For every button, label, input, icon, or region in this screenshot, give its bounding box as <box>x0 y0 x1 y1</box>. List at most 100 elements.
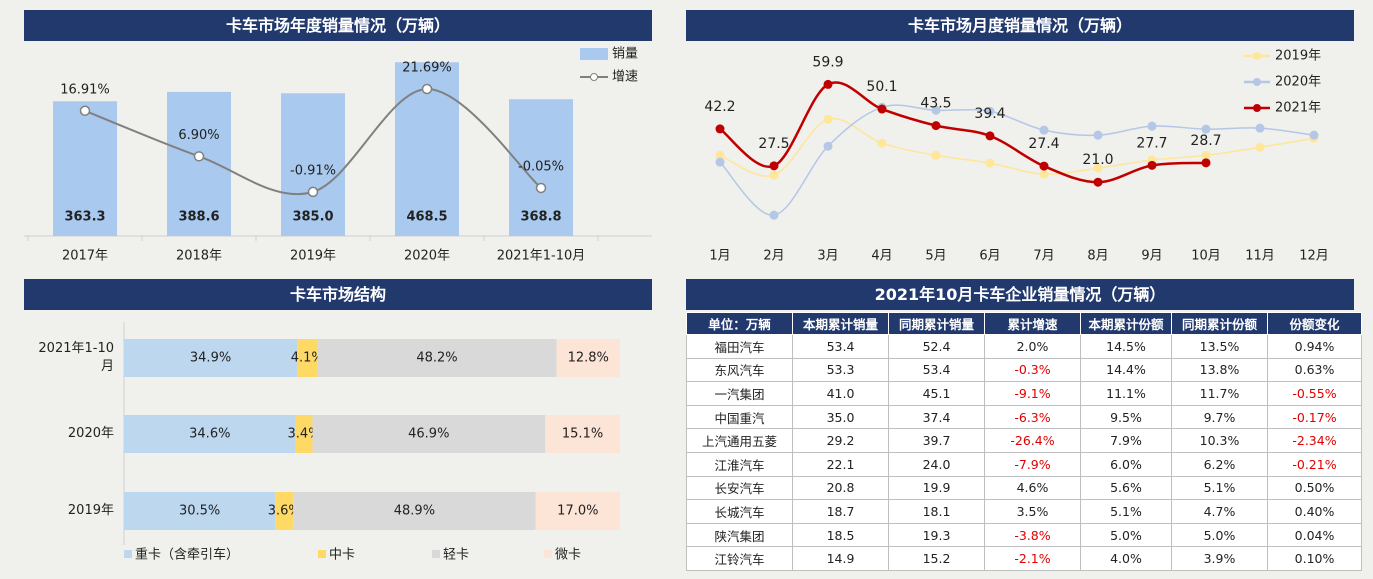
line <box>719 117 1315 177</box>
point <box>823 114 833 124</box>
table-cell: 0.50% <box>1267 475 1362 501</box>
table-cell: 53.4 <box>888 357 985 383</box>
panel-title: 卡车市场年度销量情况（万辆） <box>24 10 652 41</box>
bar-segment <box>275 492 294 530</box>
table-cell: 53.4 <box>792 334 889 359</box>
legend-label: 2021年 <box>1275 101 1321 116</box>
table-cell: 45.1 <box>888 381 985 406</box>
legend-label: 轻卡 <box>443 548 469 563</box>
table-row: 江淮汽车 22.1 24.0 -7.9% 6.0% 6.2% -0.21% <box>686 451 1362 477</box>
data-label: 468.5 <box>406 210 447 225</box>
column-header: 本期累计销量 <box>792 312 889 335</box>
table-cell: 20.8 <box>792 475 889 501</box>
table-cell: -0.55% <box>1267 381 1362 406</box>
column-header: 累计增速 <box>984 312 1081 335</box>
table-cell: -7.9% <box>984 451 1081 477</box>
point <box>1039 161 1049 171</box>
legend-swatch <box>1253 104 1261 112</box>
bar <box>509 99 573 236</box>
table-cell: 4.0% <box>1080 546 1172 571</box>
table-cell: 0.63% <box>1267 357 1362 383</box>
table-cell: 中国重汽 <box>686 404 793 430</box>
point <box>715 157 725 167</box>
column-header: 同期累计份额 <box>1171 312 1268 335</box>
table-cell: 14.4% <box>1080 357 1172 383</box>
line <box>719 104 1315 216</box>
x-tick-label: 2021年1-10月 <box>497 249 586 264</box>
table-cell: 长城汽车 <box>686 499 793 524</box>
table-row: 上汽通用五菱 29.2 39.7 -26.4% 7.9% 10.3% -2.34% <box>686 428 1362 453</box>
point <box>877 104 887 114</box>
bar-segment <box>545 415 620 453</box>
x-tick-label: 2月 <box>763 249 784 264</box>
data-label: 34.6% <box>189 427 230 442</box>
point <box>421 83 433 95</box>
column-header: 单位：万辆 <box>686 312 793 335</box>
y-tick-label: 2020年 <box>67 426 114 441</box>
table-cell: 13.8% <box>1171 357 1268 383</box>
point <box>1255 142 1265 152</box>
point <box>931 150 941 160</box>
legend-swatch <box>432 550 440 558</box>
bar-segment <box>293 492 536 530</box>
legend-label: 中卡 <box>329 548 355 563</box>
table-cell: 35.0 <box>792 404 889 430</box>
table-row: 长安汽车 20.8 19.9 4.6% 5.6% 5.1% 0.50% <box>686 475 1362 501</box>
x-tick-label: 1月 <box>709 249 730 264</box>
table-cell: 5.0% <box>1080 522 1172 548</box>
bar-segment <box>124 415 296 453</box>
legend-label: 重卡（含牵引车） <box>135 547 239 563</box>
data-label: 39.4 <box>974 106 1005 122</box>
point <box>823 141 833 151</box>
legend-label: 增速 <box>612 70 638 85</box>
point <box>823 79 833 89</box>
point <box>1093 163 1103 173</box>
data-label: 50.1 <box>866 79 897 95</box>
bar-segment <box>124 492 276 530</box>
column-header: 份额变化 <box>1267 312 1362 335</box>
x-tick-label: 10月 <box>1191 249 1221 264</box>
legend-swatch <box>318 550 326 558</box>
data-label: 48.9% <box>394 504 435 519</box>
legend-swatch <box>1253 78 1261 86</box>
table-row: 中国重汽 35.0 37.4 -6.3% 9.5% 9.7% -0.17% <box>686 404 1362 430</box>
table-cell: 福田汽车 <box>686 334 793 359</box>
table-cell: 6.0% <box>1080 451 1172 477</box>
table-cell: 22.1 <box>792 451 889 477</box>
table-cell: 14.5% <box>1080 334 1172 359</box>
point <box>193 151 205 162</box>
table-row: 江铃汽车 14.9 15.2 -2.1% 4.0% 3.9% 0.10% <box>686 546 1362 571</box>
table-cell: 18.1 <box>888 499 985 524</box>
table-cell: 江铃汽车 <box>686 546 793 571</box>
point <box>1039 125 1049 135</box>
point <box>1255 123 1265 133</box>
table-cell: -2.1% <box>984 546 1081 571</box>
legend-label: 2020年 <box>1275 75 1321 90</box>
x-tick-label: 7月 <box>1033 249 1054 264</box>
point <box>1201 158 1211 168</box>
table-cell: 11.7% <box>1171 381 1268 406</box>
table-cell: 11.1% <box>1080 381 1172 406</box>
point <box>931 105 941 115</box>
data-label: 48.2% <box>416 351 457 366</box>
data-label: 27.5 <box>758 136 789 152</box>
bar <box>167 91 231 236</box>
data-label: 46.9% <box>408 427 449 442</box>
panel-title: 2021年10月卡车企业销量情况（万辆） <box>686 279 1354 310</box>
data-label: 27.4 <box>1028 136 1059 152</box>
bar-segment <box>124 339 298 377</box>
point <box>715 150 725 160</box>
data-label: 388.6 <box>178 210 219 225</box>
x-tick-label: 11月 <box>1245 249 1275 264</box>
line <box>719 81 1207 184</box>
table-cell: 3.5% <box>984 499 1081 524</box>
table-cell: -3.8% <box>984 522 1081 548</box>
data-label: 27.7 <box>1136 135 1167 151</box>
table-cell: 江淮汽车 <box>686 451 793 477</box>
panel-title: 卡车市场月度销量情况（万辆） <box>686 10 1354 41</box>
column-header: 同期累计销量 <box>888 312 985 335</box>
table-cell: 18.7 <box>792 499 889 524</box>
point <box>535 182 547 194</box>
table-cell: 10.3% <box>1171 428 1268 453</box>
